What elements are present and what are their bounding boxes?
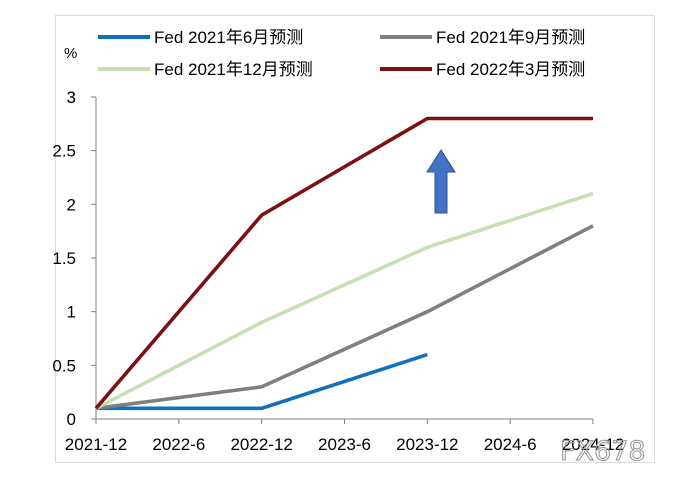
legend-label-2: Fed 2021年9月预测 <box>436 28 585 47</box>
legend: Fed 2021年6月预测 Fed 2021年9月预测 Fed 2021年12月预测… <box>98 28 585 79</box>
chart-frame <box>55 15 655 463</box>
y-tick-label: 0.5 <box>52 356 76 375</box>
x-tick-label: 2022-6 <box>152 435 205 454</box>
legend-label-4: Fed 2022年3月预测 <box>436 60 585 79</box>
annotation-layer <box>426 149 456 214</box>
series-line-3 <box>95 191 594 410</box>
series-line-1 <box>96 352 428 411</box>
series-line-2 <box>95 224 594 411</box>
series-layer <box>94 116 594 411</box>
y-tick-label: 0 <box>67 410 76 429</box>
axes: 0 0.5 1 1.5 2 2.5 3 2021-12 2022-6 2022-12 2023-6 2… <box>52 88 624 454</box>
y-tick-label: 3 <box>67 88 76 107</box>
x-tick-label: 2021-12 <box>65 435 127 454</box>
legend-label-1: Fed 2021年6月预测 <box>154 28 303 47</box>
y-tick-label: 1 <box>67 303 76 322</box>
legend-label-3: Fed 2021年12月预测 <box>154 60 313 79</box>
x-tick-label: 2024-12 <box>562 435 624 454</box>
x-tick-label: 2023-12 <box>396 435 458 454</box>
series-line-4 <box>94 116 593 410</box>
x-tick-label: 2022-12 <box>230 435 292 454</box>
y-tick-label: 2.5 <box>52 142 76 161</box>
y-tick-label: 2 <box>67 195 76 214</box>
y-tick-label: 1.5 <box>52 249 76 268</box>
watermark: FX678 <box>560 436 646 467</box>
x-tick-label: 2024-6 <box>484 435 537 454</box>
up-arrow-icon <box>426 149 456 214</box>
y-axis-unit-label: % <box>64 45 77 62</box>
x-tick-label: 2023-6 <box>318 435 371 454</box>
